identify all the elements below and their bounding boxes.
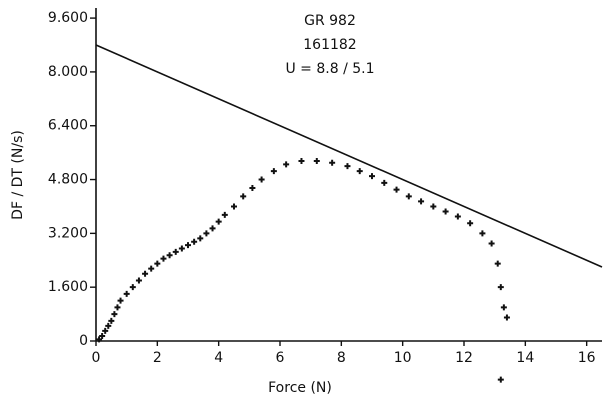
x-tick-label: 12: [455, 350, 473, 366]
x-tick-label: 6: [276, 350, 285, 366]
annotation: U = 8.8 / 5.1: [285, 61, 374, 77]
data-point: [497, 376, 504, 383]
y-tick-label: 4.800: [48, 172, 88, 188]
y-tick-label: 3.200: [48, 225, 88, 241]
data-point: [369, 173, 375, 180]
data-point: [442, 208, 449, 215]
data-point: [185, 242, 191, 249]
data-point: [166, 252, 173, 259]
data-point: [494, 260, 501, 267]
data-point: [405, 193, 412, 200]
y-tick-label: 8.000: [48, 64, 88, 80]
data-point: [479, 230, 486, 237]
data-point: [497, 284, 504, 291]
y-tick-label: 1.600: [48, 279, 88, 295]
x-tick-label: 10: [394, 350, 412, 366]
data-point: [160, 255, 167, 262]
data-point: [117, 297, 124, 304]
y-tick-label: 9.600: [48, 10, 88, 26]
data-point: [258, 176, 265, 183]
data-point: [178, 245, 185, 252]
x-axis-label: Force (N): [268, 380, 332, 396]
data-point: [129, 284, 136, 291]
data-point: [209, 225, 216, 232]
data-point: [148, 265, 155, 272]
data-point: [114, 304, 121, 311]
data-point: [108, 317, 115, 324]
data-point: [96, 336, 103, 343]
y-tick-label: 0: [79, 333, 88, 349]
data-point: [102, 327, 109, 334]
x-tick-label: 4: [214, 350, 223, 366]
data-point: [313, 158, 320, 165]
annotation: GR 982: [304, 13, 356, 29]
data-point: [123, 290, 130, 297]
data-point: [467, 220, 474, 227]
data-point: [111, 311, 118, 318]
data-point: [454, 213, 461, 220]
data-point: [240, 193, 247, 200]
x-tick-label: 0: [92, 350, 101, 366]
data-point: [381, 179, 388, 186]
data-point: [418, 198, 425, 205]
data-point: [298, 158, 305, 165]
data-point: [356, 168, 363, 175]
data-point: [283, 161, 290, 168]
data-point: [154, 260, 161, 267]
data-point: [105, 322, 112, 329]
data-point: [503, 314, 510, 321]
y-axis-label: DF / DT (N/s): [10, 130, 26, 220]
data-point: [393, 186, 400, 193]
data-point: [500, 304, 507, 311]
x-tick-label: 8: [337, 350, 346, 366]
y-tick-label: 6.400: [48, 118, 88, 134]
data-point: [231, 203, 237, 210]
data-point: [172, 248, 179, 255]
x-tick-label: 14: [516, 350, 534, 366]
data-point: [249, 184, 256, 191]
data-point: [430, 203, 437, 210]
data-point: [221, 211, 228, 218]
data-point: [488, 240, 495, 247]
data-point: [142, 270, 149, 277]
x-tick-label: 2: [153, 350, 162, 366]
data-point: [215, 218, 222, 225]
fit-line: [95, 44, 603, 268]
data-point: [99, 332, 106, 339]
data-point: [270, 168, 277, 175]
data-point: [203, 230, 210, 237]
annotation: 161182: [303, 37, 356, 53]
data-point: [191, 238, 198, 245]
x-tick-label: 16: [578, 350, 596, 366]
data-point: [197, 235, 204, 242]
data-point: [329, 159, 336, 166]
data-point: [344, 163, 351, 170]
data-point: [135, 277, 142, 284]
